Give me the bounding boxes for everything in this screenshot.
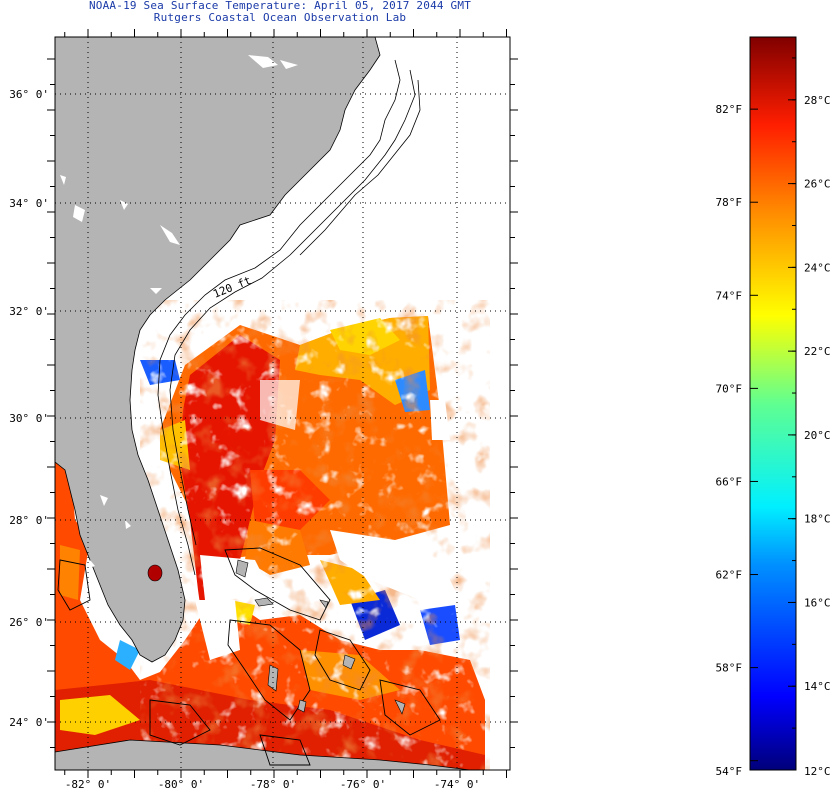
- celsius-label: 22°C: [804, 345, 831, 358]
- fahrenheit-label: 62°F: [716, 569, 743, 582]
- bahamas-banks: [57, 547, 441, 766]
- fahrenheit-label: 66°F: [716, 475, 743, 488]
- colorbar-gradient: [749, 36, 797, 771]
- fahrenheit-label: 82°F: [716, 103, 743, 116]
- lon-label: -82° 0': [65, 778, 111, 791]
- lat-label: 28° 0': [9, 514, 49, 527]
- celsius-label: 24°C: [804, 261, 831, 274]
- lat-axis-labels: 36° 0' 34° 0' 32° 0' 30° 0' 28° 0' 26° 0' 24° …: [9, 88, 49, 729]
- lat-label: 30° 0': [9, 412, 49, 425]
- graticule: [55, 37, 510, 770]
- lon-axis-labels: -82° 0' -80° 0' -78° 0' -76° 0' -74° 0': [65, 778, 480, 791]
- lon-label: -80° 0': [158, 778, 204, 791]
- axis-ticks: [47, 29, 518, 778]
- map-border: [54, 36, 511, 771]
- lat-label: 34° 0': [9, 197, 49, 210]
- lat-label: 32° 0': [9, 305, 49, 318]
- lon-label: -76° 0': [340, 778, 386, 791]
- celsius-label: 16°C: [804, 596, 831, 609]
- land-cuba: [55, 739, 471, 770]
- lon-label: -78° 0': [250, 778, 296, 791]
- celsius-label: 26°C: [804, 178, 831, 191]
- celsius-label: 14°C: [804, 680, 831, 693]
- sst-data-layer: [55, 300, 490, 770]
- fahrenheit-label: 70°F: [716, 382, 743, 395]
- lon-label: -74° 0': [434, 778, 480, 791]
- lat-label: 26° 0': [9, 616, 49, 629]
- lat-label: 24° 0': [9, 716, 49, 729]
- map-subtitle: Rutgers Coastal Ocean Observation Lab: [153, 11, 407, 24]
- colorbar-ticks: [750, 57, 796, 771]
- celsius-label: 20°C: [804, 429, 831, 442]
- celsius-label: 18°C: [804, 513, 831, 526]
- colorbar-celsius-labels: 28°C 26°C 24°C 22°C 20°C 18°C 16°C 14°C 12°C: [804, 94, 831, 778]
- map-title: NOAA-19 Sea Surface Temperature: April 0…: [88, 0, 472, 12]
- colorbar-fahrenheit-labels: 82°F 78°F 74°F 70°F 66°F 62°F 58°F 54°F: [716, 103, 743, 778]
- land-mainland: [55, 37, 381, 663]
- inland-lakes: [60, 55, 298, 568]
- fahrenheit-label: 54°F: [716, 765, 743, 778]
- fahrenheit-label: 58°F: [716, 662, 743, 675]
- celsius-label: 28°C: [804, 94, 831, 107]
- celsius-label: 12°C: [804, 765, 831, 778]
- fahrenheit-label: 78°F: [716, 196, 743, 209]
- fahrenheit-label: 74°F: [716, 289, 743, 302]
- lat-label: 36° 0': [9, 88, 49, 101]
- isobath-contours: [157, 59, 421, 576]
